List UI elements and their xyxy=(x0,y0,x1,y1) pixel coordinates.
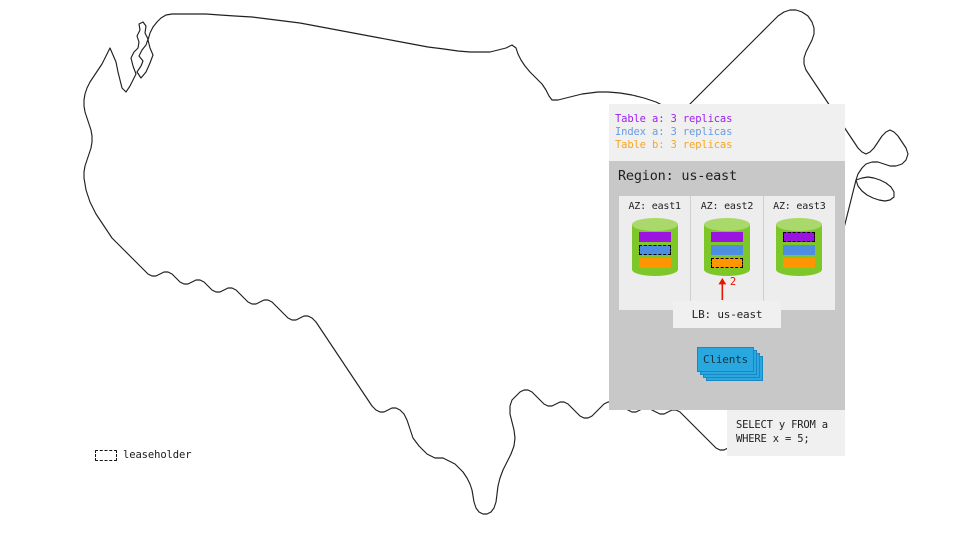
az-cell-east3: AZ: east3 xyxy=(762,196,835,310)
az-label-east3: AZ: east3 xyxy=(773,201,826,212)
cylinder-top xyxy=(703,218,750,231)
clients-label: Clients xyxy=(703,353,748,366)
clients-box: Clients xyxy=(697,347,754,372)
az-cell-east2: AZ: east2 2 xyxy=(690,196,762,310)
load-balancer-box: LB: us-east xyxy=(673,301,781,328)
replica-band-index-a-leaseholder xyxy=(638,245,671,255)
sql-line-1: SELECT y FROM a xyxy=(736,419,828,431)
legend-line-table-a: Table a: 3 replicas xyxy=(615,113,733,125)
legend-line-index-a: Index a: 3 replicas xyxy=(615,126,733,139)
red-arrow-up-icon xyxy=(718,278,727,300)
leaseholder-swatch-icon xyxy=(95,449,117,461)
sql-line-2: WHERE x = 5; xyxy=(736,432,810,445)
load-balancer-label: LB: us-east xyxy=(691,308,763,321)
replica-band-table-a-leaseholder xyxy=(783,232,816,242)
replica-bands-east1 xyxy=(632,232,678,268)
replica-band-table-a xyxy=(710,232,743,242)
az-cell-east1: AZ: east1 xyxy=(619,196,690,310)
replica-legend-panel: Table a: 3 replicas Index a: 3 replicas … xyxy=(609,104,845,161)
request-arrow-group: 2 xyxy=(718,276,737,300)
replica-band-index-a xyxy=(710,245,743,255)
legend-line-table-b: Table b: 3 replicas xyxy=(615,139,733,152)
replica-band-index-a xyxy=(783,245,816,255)
az-label-east2: AZ: east2 xyxy=(700,201,754,212)
replica-band-table-a xyxy=(638,232,671,242)
replica-band-table-b xyxy=(638,258,671,268)
cylinder-top xyxy=(631,218,678,231)
az-label-east1: AZ: east1 xyxy=(628,201,681,212)
us-northeast-detail xyxy=(855,176,895,202)
clients-stack: Clients xyxy=(697,347,765,383)
leaseholder-legend: leaseholder xyxy=(95,449,192,461)
node-cylinder-east3 xyxy=(776,218,823,276)
replica-bands-east2 xyxy=(704,232,750,268)
node-cylinder-east1 xyxy=(631,218,678,276)
availability-zone-container: AZ: east1 AZ: east2 xyxy=(619,196,835,310)
sql-query-box: SELECT y FROM a WHERE x = 5; xyxy=(727,410,845,456)
arrow-step-label: 2 xyxy=(729,276,737,288)
node-cylinder-east2 xyxy=(703,218,750,276)
leaseholder-legend-label: leaseholder xyxy=(123,449,192,461)
replica-band-table-b-leaseholder xyxy=(710,258,743,268)
replica-bands-east3 xyxy=(776,232,822,268)
cylinder-top xyxy=(776,218,823,231)
region-title: Region: us-east xyxy=(618,168,737,184)
replica-band-table-b xyxy=(783,258,816,268)
